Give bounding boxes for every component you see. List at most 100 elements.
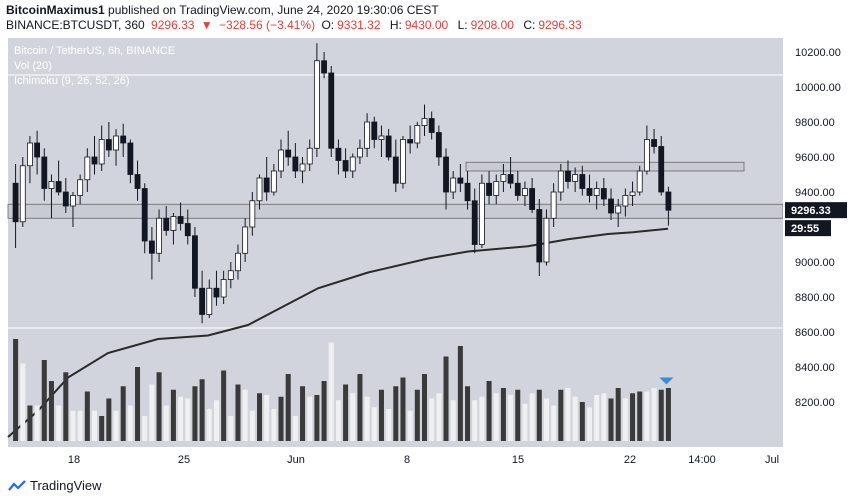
candle [651,129,657,154]
candle [443,148,449,210]
candle [349,153,356,178]
ichimoku-indicator-label[interactable]: Ichimoku (9, 26, 52, 26) [14,75,130,87]
candle [270,164,277,196]
candle-body [91,156,98,165]
brand-name: TradingView [30,478,102,493]
tradingview-brand[interactable]: TradingView [8,478,102,493]
volume-bar [285,374,291,441]
candle [220,270,227,304]
low-value: 9208.00 [470,18,514,32]
price-tick-label: 8400.00 [795,362,835,374]
volume-bar [135,367,141,441]
volume-bar [199,379,205,441]
candle [227,262,234,289]
volume-bar [364,396,370,441]
candle [299,157,306,184]
candle-body [134,174,141,189]
candle-body [206,287,213,315]
price-tag: 9296.33 29:55 [785,202,847,237]
candle [55,160,62,196]
volume-bar [292,416,298,441]
candle-body [486,182,492,196]
candle [622,188,629,217]
candle [665,186,672,226]
candle-body [199,287,206,315]
volume-bar [99,416,105,441]
candle-body [34,142,41,158]
volume-bar [665,388,671,441]
volume-bar [127,405,133,441]
candle-body [98,139,105,165]
price-tick-label: 10000.00 [795,82,841,94]
volume-bar [156,372,162,441]
price-tick-label: 9800.00 [795,117,835,129]
candle-body [192,235,198,289]
candle [414,122,421,149]
candle-body [27,142,33,167]
candle [306,139,313,171]
volume-bar [271,409,277,441]
volume-bar [307,396,313,441]
candle [464,171,471,210]
candle-body [41,156,48,189]
candle [127,139,134,184]
published-text: published on TradingView.com, June 24, 2… [108,3,439,17]
volume-bar [637,391,643,441]
candle [407,125,414,154]
candle-body [263,177,270,193]
candle [263,157,270,201]
candle [235,244,241,280]
candle-body [443,156,449,193]
candle [328,66,335,157]
price-axis: 10200.00 10000.00 9800.00 9600.00 9400.00 900… [783,38,850,447]
candle-body [249,200,256,228]
candle [292,143,299,178]
volume-bar [142,416,148,441]
volume-bar [658,389,664,441]
candle-body [292,156,299,172]
author-name[interactable]: BitcoinMaximus1 [6,3,105,17]
candles [12,43,672,324]
chart-svg[interactable]: 10200.00 10000.00 9800.00 9600.00 9400.00 900… [0,0,850,472]
candle-body [278,149,284,172]
candle-body [421,118,428,126]
candle [478,174,485,248]
volume-bar [63,372,69,441]
candle-body [428,118,435,133]
candle-body [658,146,665,193]
candle [428,111,435,140]
candle-body [220,279,227,298]
candle [249,192,256,236]
candle-body [586,188,593,196]
candle [421,104,428,136]
candle [98,125,105,171]
chart-title: Bitcoin / TetherUS, 6h, BINANCE [14,45,176,57]
candle-body [550,191,557,219]
candle-body [163,217,170,231]
volume-bar [113,410,119,441]
volume-bar [149,384,155,441]
candle [378,125,385,157]
volume-indicator-label[interactable]: Vol (20) [14,60,52,72]
candle [536,199,543,276]
volume-bar [106,398,112,441]
candle [371,116,378,149]
volume-bar [13,339,19,441]
volume-bar [594,395,600,441]
open-value: 9331.32 [337,18,381,32]
candle [586,174,593,203]
tradingview-logo-icon [8,479,26,491]
candle-body [450,177,457,193]
volume-bar [450,400,456,441]
volume-bar [235,384,241,441]
volume-bars [13,339,674,441]
volume-bar [630,393,636,441]
candle-body [665,191,672,211]
volume-bar [515,389,521,441]
candle-body [62,191,69,207]
candle-body [170,216,177,231]
time-tick-label: Jun [287,454,305,466]
volume-bar [551,405,557,441]
time-tick-label: 15 [512,454,524,466]
candle-body [335,147,342,161]
